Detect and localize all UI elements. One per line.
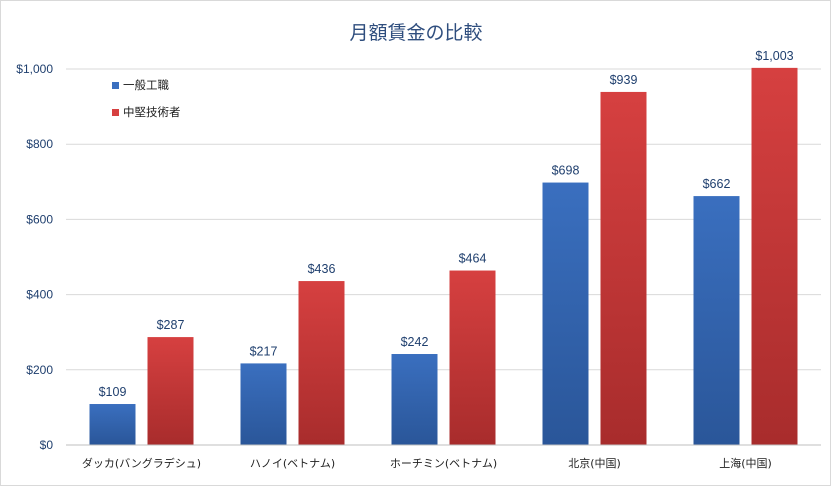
y-tick-label: $600 <box>26 212 53 226</box>
bar <box>751 67 798 445</box>
legend-swatch <box>112 109 119 116</box>
bars <box>89 67 798 445</box>
x-axis-categories: ダッカ(バングラデシュ) ハノイ(ベトナム) ホーチミン(ベトナム) 北京(中国) 上海… <box>82 456 772 470</box>
legend-label: 中堅技術者 <box>123 105 181 119</box>
bar-value-label: $217 <box>250 344 278 358</box>
bar <box>693 196 740 445</box>
y-tick-label: $400 <box>26 288 53 302</box>
bar-value-label: $287 <box>157 318 185 332</box>
x-category-label: ハノイ(ベトナム) <box>250 457 335 470</box>
bar-value-label: $698 <box>552 164 580 178</box>
y-tick-label: $200 <box>26 363 53 377</box>
x-category-label: ダッカ(バングラデシュ) <box>82 456 201 470</box>
bar <box>298 281 345 445</box>
bar <box>89 404 136 445</box>
data-labels: $109 $287 $217 $436 $242 $464 $698 $939 $662 $1,0… <box>99 49 794 399</box>
y-tick-label: $0 <box>40 438 54 452</box>
bar <box>240 363 287 445</box>
chart-title: 月額賃金の比較 <box>349 22 482 44</box>
x-category-label: 上海(中国) <box>719 456 772 470</box>
bar-value-label: $1,003 <box>755 49 793 63</box>
legend-label: 一般工職 <box>123 78 169 92</box>
bar <box>391 354 438 445</box>
bar <box>449 270 496 445</box>
x-category-label: ホーチミン(ベトナム) <box>390 457 497 470</box>
bar-value-label: $939 <box>610 73 638 87</box>
legend-swatch <box>112 82 119 89</box>
y-tick-label: $800 <box>26 137 53 151</box>
y-tick-label: $1,000 <box>16 62 53 76</box>
bar-value-label: $662 <box>703 177 731 191</box>
bar-value-label: $464 <box>459 252 487 266</box>
bar-value-label: $109 <box>99 385 127 399</box>
y-axis-ticks: $0 $200 $400 $600 $800 $1,000 <box>16 62 53 452</box>
bar <box>542 182 589 445</box>
bar-value-label: $242 <box>401 335 429 349</box>
bar <box>147 337 194 445</box>
x-category-label: 北京(中国) <box>568 456 621 470</box>
bar <box>600 91 647 445</box>
bar-value-label: $436 <box>308 262 336 276</box>
